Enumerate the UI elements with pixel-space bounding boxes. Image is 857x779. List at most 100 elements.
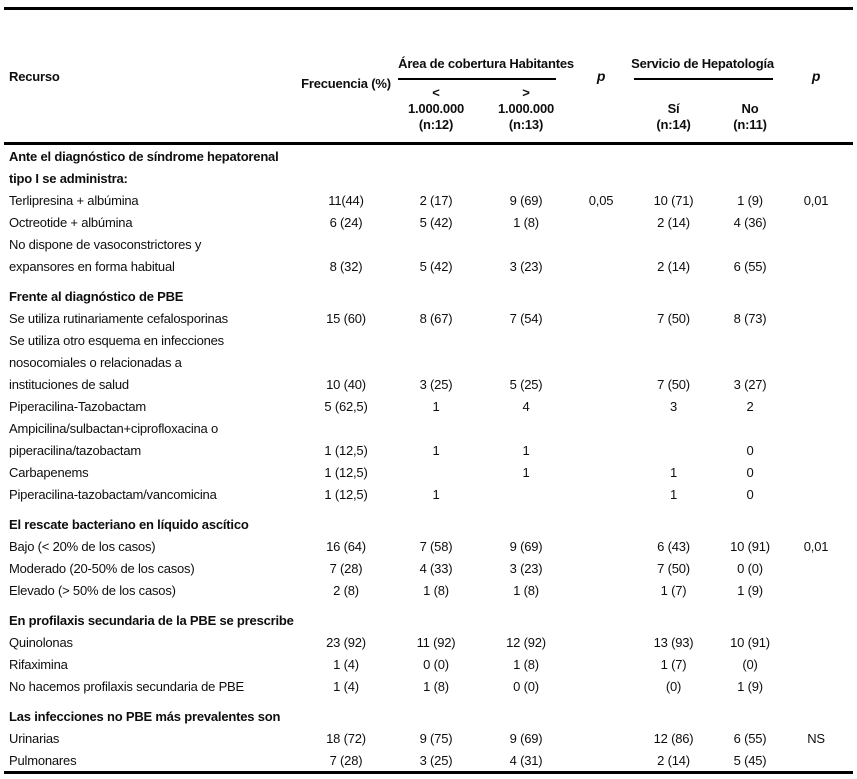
- table-row: Urinarias 18 (72) 9 (75) 9 (69) 12 (86) 6 (55…: [4, 727, 853, 749]
- cell-frecuencia: [296, 697, 396, 727]
- cell-frecuencia: [296, 167, 396, 189]
- cell-area-gt-1m: 1: [522, 465, 530, 480]
- servicio-group-line-1: Servicio de: [631, 56, 699, 71]
- cell-p-area: [576, 631, 626, 653]
- table-row: nosocomiales o relacionadas a: [4, 351, 853, 373]
- cell-frecuencia: [296, 144, 396, 168]
- cell-p-area: [576, 727, 626, 749]
- cell-area-lt-1m: [396, 351, 476, 373]
- cell-p-hepatologia: [779, 505, 853, 535]
- resources-survey-table: Recurso Frecuencia (%) Área de cobertura…: [4, 7, 854, 774]
- cell-area-lt-1m: 9 (75): [419, 731, 453, 746]
- column-header-frecuencia: Frecuencia (%): [296, 9, 396, 144]
- section-header-row: Frente al diagnóstico de PBE: [4, 277, 853, 307]
- cell-area-gt-1m: [476, 277, 576, 307]
- section-header-row: Ante el diagnóstico de síndrome hepatore…: [4, 144, 853, 168]
- cell-hepatologia-no: 2: [746, 399, 754, 414]
- cell-area-lt-1m: 11 (92): [416, 635, 456, 650]
- cell-recurso: Se utiliza otro esquema en infecciones: [9, 333, 224, 348]
- no-line-1: No: [741, 101, 759, 116]
- cell-recurso: Bajo (< 20% de los casos): [9, 539, 156, 554]
- cell-area-lt-1m: [396, 505, 476, 535]
- cell-hepatologia-no: [721, 329, 779, 351]
- cell-frecuencia: 1 (4): [333, 657, 359, 672]
- cell-hepatologia-si: 7 (50): [657, 561, 690, 576]
- cell-recurso: piperacilina/tazobactam: [9, 443, 141, 458]
- cell-p-area: [576, 211, 626, 233]
- cell-p-hepatologia: [779, 255, 853, 277]
- table-row: Quinolonas 23 (92) 11 (92) 12 (92) 13 (93) 10…: [4, 631, 853, 653]
- cell-p-area: [576, 144, 626, 168]
- cell-area-lt-1m: 3 (25): [419, 753, 453, 768]
- cell-frecuencia: 6 (24): [329, 215, 363, 230]
- cell-p-area: [576, 535, 626, 557]
- group-header-area-cobertura: Área de cobertura Habitantes: [396, 9, 576, 80]
- cell-frecuencia: 5 (62,5): [324, 399, 368, 414]
- cell-hepatologia-si: 2 (14): [657, 259, 690, 274]
- cell-area-lt-1m: 0 (0): [423, 657, 449, 672]
- cell-hepatologia-si: 3: [670, 399, 678, 414]
- cell-p-area: [576, 255, 626, 277]
- cell-hepatologia-no: 0: [746, 487, 754, 502]
- si-line-2: (n:14): [656, 117, 691, 132]
- cell-area-gt-1m: 1 (8): [513, 583, 539, 598]
- cell-p-hepatologia: [779, 329, 853, 351]
- cell-p-area: [576, 461, 626, 483]
- cell-area-lt-1m: [396, 167, 476, 189]
- cell-hepatologia-si: 13 (93): [653, 635, 694, 650]
- cell-area-gt-1m: [476, 505, 576, 535]
- column-header-hepatologia-no: No (n:11): [721, 80, 779, 144]
- cell-frecuencia: 11(44): [328, 193, 364, 208]
- cell-recurso: En profilaxis secundaria de la PBE se pr…: [9, 613, 294, 628]
- frecuencia-line-2: (%): [371, 75, 391, 91]
- section-header-row: Las infecciones no PBE más prevalentes s…: [4, 697, 853, 727]
- cell-p-hepatologia: 0,01: [803, 193, 829, 208]
- cell-p-hepatologia: [779, 697, 853, 727]
- cell-hepatologia-si: [626, 329, 721, 351]
- cell-hepatologia-si: 1 (7): [660, 583, 687, 598]
- cell-recurso: Se utiliza rutinariamente cefalosporinas: [9, 311, 228, 326]
- cell-area-gt-1m: 3 (23): [509, 259, 543, 274]
- gt-line-2: 1.000.000: [497, 101, 555, 116]
- cell-frecuencia: 15 (60): [326, 311, 366, 326]
- cell-p-area: [576, 329, 626, 351]
- cell-p-area: [576, 167, 626, 189]
- cell-area-gt-1m: [476, 417, 576, 439]
- group-header-servicio-hepatologia: Servicio de Hepatología: [626, 9, 779, 80]
- cell-hepatologia-no: 0: [746, 443, 754, 458]
- column-header-p-servicio: p: [811, 68, 821, 84]
- cell-p-hepatologia: [779, 307, 853, 329]
- cell-p-area: [576, 697, 626, 727]
- cell-area-lt-1m: 8 (67): [419, 311, 453, 326]
- cell-recurso: tipo I se administra:: [9, 171, 128, 186]
- table-row: Carbapenems 1 (12,5) 1 1 0: [4, 461, 853, 483]
- frecuencia-line-1: Frecuencia: [301, 75, 368, 91]
- cell-p-hepatologia: [779, 233, 853, 255]
- table-row: piperacilina/tazobactam 1 (12,5) 1 1 0: [4, 439, 853, 461]
- cell-hepatologia-no: 10 (91): [730, 635, 770, 650]
- cell-recurso: Terlipresina + albúmina: [9, 193, 139, 208]
- cell-p-hepatologia: NS: [807, 731, 825, 746]
- cell-p-area: [576, 233, 626, 255]
- cell-recurso: Quinolonas: [9, 635, 73, 650]
- cell-area-gt-1m: 9 (69): [509, 193, 543, 208]
- table-row: Se utiliza otro esquema en infecciones: [4, 329, 853, 351]
- cell-hepatologia-si: 7 (50): [657, 311, 690, 326]
- cell-frecuencia: [296, 233, 396, 255]
- table-row: Piperacilina-Tazobactam 5 (62,5) 1 4 3 2: [4, 395, 853, 417]
- cell-area-gt-1m: 4: [522, 399, 530, 414]
- cell-recurso: No hacemos profilaxis secundaria de PBE: [9, 679, 244, 694]
- cell-recurso: Ante el diagnóstico de síndrome hepatore…: [9, 149, 279, 164]
- area-group-underline: [398, 78, 557, 80]
- cell-hepatologia-no: [721, 697, 779, 727]
- cell-hepatologia-si: [626, 601, 721, 631]
- cell-hepatologia-no: [721, 167, 779, 189]
- cell-hepatologia-si: [626, 351, 721, 373]
- cell-p-area: [576, 373, 626, 395]
- cell-recurso: No dispone de vasoconstrictores y: [9, 237, 202, 252]
- cell-recurso: nosocomiales o relacionadas a: [9, 355, 182, 370]
- cell-recurso: expansores en forma habitual: [9, 259, 175, 274]
- cell-p-area: [576, 277, 626, 307]
- cell-hepatologia-no: [721, 144, 779, 168]
- table-body: Ante el diagnóstico de síndrome hepatore…: [4, 144, 854, 773]
